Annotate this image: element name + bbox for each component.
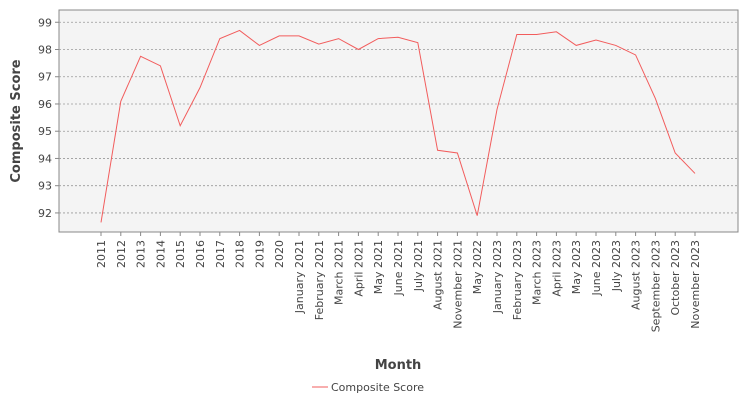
x-tick-label: 2018 [234, 240, 247, 268]
x-tick-label: February 2023 [511, 240, 524, 320]
y-tick-label: 96 [38, 98, 52, 111]
y-tick-label: 93 [38, 180, 52, 193]
legend-label: Composite Score [331, 381, 424, 394]
x-tick-label: 2019 [253, 240, 266, 268]
x-tick-label: January 2023 [491, 240, 504, 314]
x-tick-label: October 2023 [669, 240, 682, 316]
y-tick-label: 95 [38, 125, 52, 138]
x-tick-label: February 2021 [313, 240, 326, 320]
x-tick-label: 2011 [95, 240, 108, 268]
x-tick-label: May 2022 [471, 240, 484, 294]
x-tick-label: March 2021 [333, 240, 346, 305]
y-tick-label: 92 [38, 207, 52, 220]
x-tick-label: August 2023 [630, 240, 643, 310]
y-tick-label: 94 [38, 152, 52, 165]
x-tick-label: September 2023 [649, 240, 662, 332]
x-tick-label: April 2021 [352, 240, 365, 297]
y-tick-label: 97 [38, 71, 52, 84]
x-tick-label: May 2021 [372, 240, 385, 294]
x-tick-label: 2015 [174, 240, 187, 268]
x-tick-label: November 2023 [689, 240, 702, 329]
x-tick-label: 2012 [115, 240, 128, 268]
y-tick-label: 98 [38, 43, 52, 56]
x-tick-label: March 2023 [531, 240, 544, 305]
x-tick-label: November 2021 [451, 240, 464, 329]
x-tick-label: July 2023 [610, 240, 623, 292]
x-tick-label: July 2021 [412, 240, 425, 292]
x-tick-label: January 2021 [293, 240, 306, 314]
x-tick-label: 2013 [135, 240, 148, 268]
x-tick-label: 2014 [154, 240, 167, 268]
y-tick-label: 99 [38, 16, 52, 29]
x-tick-label: April 2023 [550, 240, 563, 297]
plot-area [58, 9, 739, 233]
x-tick-label: May 2023 [570, 240, 583, 294]
x-tick-label: 2017 [214, 240, 227, 268]
x-tick-label: 2016 [194, 240, 207, 268]
x-axis-label: Month [375, 358, 422, 373]
line-series [100, 29, 696, 223]
x-tick-label: June 2023 [590, 240, 603, 296]
x-tick-label: 2020 [273, 240, 286, 268]
x-tick-label: June 2021 [392, 240, 405, 296]
x-tick-label: August 2021 [432, 240, 445, 310]
y-axis-label: Composite Score [9, 59, 24, 182]
